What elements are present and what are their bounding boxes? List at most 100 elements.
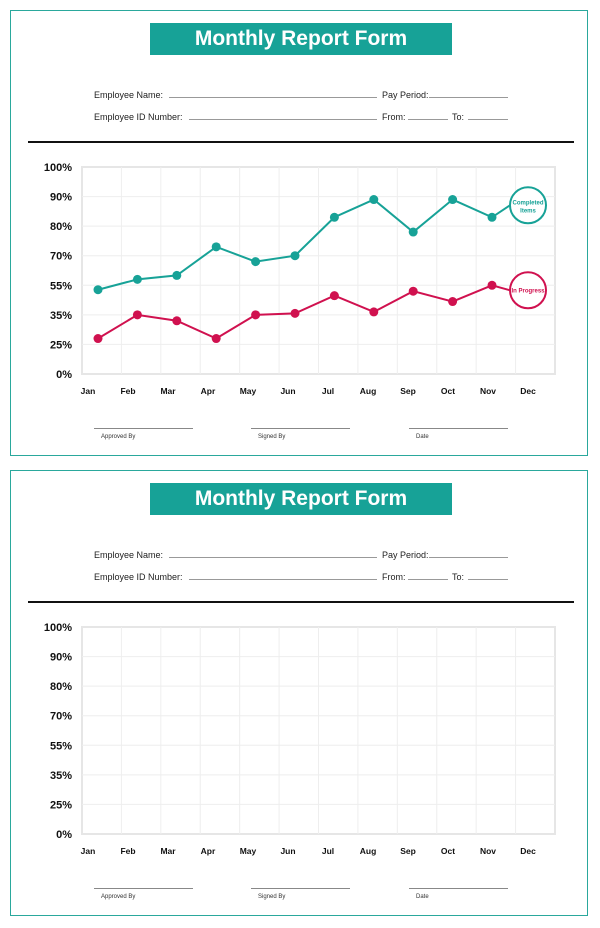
data-point — [487, 212, 497, 222]
x-tick-label: Aug — [360, 386, 377, 396]
data-point — [290, 251, 300, 261]
line-chart: 0% 25% 35% 55% 70% 80% 90% 100% Jan Feb Mar Apr May J… — [44, 622, 556, 856]
y-tick-label: 35% — [50, 770, 72, 782]
data-point — [448, 297, 458, 307]
x-tick-label: Jun — [280, 846, 295, 856]
y-tick-label: 70% — [50, 711, 72, 723]
data-point — [211, 242, 221, 252]
data-point — [172, 270, 182, 280]
from-field[interactable] — [408, 119, 448, 120]
from-field[interactable] — [408, 579, 448, 580]
x-tick-label: Jul — [322, 386, 334, 396]
x-tick-label: May — [240, 386, 257, 396]
data-point — [369, 307, 379, 317]
approved-by-field[interactable] — [94, 888, 193, 889]
report-page: Monthly Report Form Employee Name: Pay Per… — [10, 10, 588, 456]
employee-name-label: Employee Name: — [94, 550, 164, 560]
approved-by-label: Approved By — [101, 434, 136, 440]
employee-name-field[interactable] — [169, 97, 377, 98]
x-tick-label: Dec — [520, 386, 536, 396]
employee-id-field[interactable] — [189, 579, 377, 580]
date-label: Date — [416, 894, 429, 900]
page-title: Monthly Report Form — [150, 483, 452, 515]
x-tick-label: Jan — [81, 846, 96, 856]
y-tick-label: 55% — [50, 740, 72, 752]
x-tick-label: Jun — [280, 386, 295, 396]
y-tick-label: 25% — [50, 799, 72, 811]
x-tick-label: Aug — [360, 846, 377, 856]
signed-by-field[interactable] — [251, 888, 350, 889]
y-tick-label: 90% — [50, 652, 72, 664]
x-tick-label: Apr — [201, 846, 216, 856]
x-tick-label: Mar — [160, 846, 176, 856]
y-tick-label: 35% — [50, 310, 72, 322]
data-point — [132, 310, 142, 320]
data-point — [487, 280, 497, 290]
x-tick-label: Oct — [441, 846, 455, 856]
pay-period-field[interactable] — [429, 557, 508, 558]
data-point — [211, 334, 221, 344]
x-tick-label: Jan — [81, 386, 96, 396]
y-tick-label: 55% — [50, 280, 72, 292]
data-point — [290, 308, 300, 318]
data-point — [251, 310, 261, 320]
series-label-word: Completed — [512, 200, 543, 206]
y-tick-label: 0% — [56, 829, 72, 841]
y-tick-label: 80% — [50, 221, 72, 233]
employee-name-field[interactable] — [169, 557, 377, 558]
date-field[interactable] — [409, 888, 508, 889]
series-line — [97, 198, 511, 291]
employee-id-field[interactable] — [189, 119, 377, 120]
date-label: Date — [416, 434, 429, 440]
x-tick-label: Nov — [480, 846, 496, 856]
y-tick-label: 0% — [56, 369, 72, 381]
data-point — [132, 274, 142, 284]
data-point — [329, 212, 339, 222]
y-tick-label: 25% — [50, 339, 72, 351]
employee-id-label: Employee ID Number: — [94, 572, 183, 582]
approved-by-field[interactable] — [94, 428, 193, 429]
y-tick-label: 70% — [50, 251, 72, 263]
section-divider — [28, 601, 574, 603]
x-tick-label: May — [240, 846, 257, 856]
series-label-word: Items — [520, 208, 536, 214]
to-label: To: — [452, 112, 465, 122]
to-field[interactable] — [468, 579, 508, 580]
data-point — [369, 195, 379, 205]
approved-by-label: Approved By — [101, 894, 136, 900]
signed-by-field[interactable] — [251, 428, 350, 429]
data-point — [93, 334, 103, 344]
to-field[interactable] — [468, 119, 508, 120]
y-tick-label: 80% — [50, 681, 72, 693]
y-tick-label: 90% — [50, 192, 72, 204]
data-point — [408, 227, 418, 237]
x-tick-label: Apr — [201, 386, 216, 396]
report-page: Monthly Report Form Employee Name: Pay Per… — [10, 470, 588, 916]
x-tick-label: Sep — [400, 846, 416, 856]
x-tick-label: Oct — [441, 386, 455, 396]
data-point — [93, 285, 103, 295]
x-tick-label: Dec — [520, 846, 536, 856]
page-title: Monthly Report Form — [150, 23, 452, 55]
to-label: To: — [452, 572, 465, 582]
x-tick-label: Nov — [480, 386, 496, 396]
x-tick-label: Jul — [322, 846, 334, 856]
date-field[interactable] — [409, 428, 508, 429]
series-label: In Progress — [511, 288, 545, 294]
data-point — [329, 291, 339, 301]
section-divider — [28, 141, 574, 143]
y-tick-label: 100% — [44, 622, 72, 634]
data-point — [408, 286, 418, 296]
x-tick-label: Feb — [120, 386, 135, 396]
pay-period-field[interactable] — [429, 97, 508, 98]
pay-period-label: Pay Period: — [382, 550, 429, 560]
data-point — [251, 257, 261, 267]
employee-name-label: Employee Name: — [94, 90, 164, 100]
y-tick-label: 100% — [44, 162, 72, 174]
from-label: From: — [382, 572, 406, 582]
series-label-circle — [509, 271, 547, 310]
pay-period-label: Pay Period: — [382, 90, 429, 100]
series-line — [97, 284, 511, 340]
employee-id-label: Employee ID Number: — [94, 112, 183, 122]
